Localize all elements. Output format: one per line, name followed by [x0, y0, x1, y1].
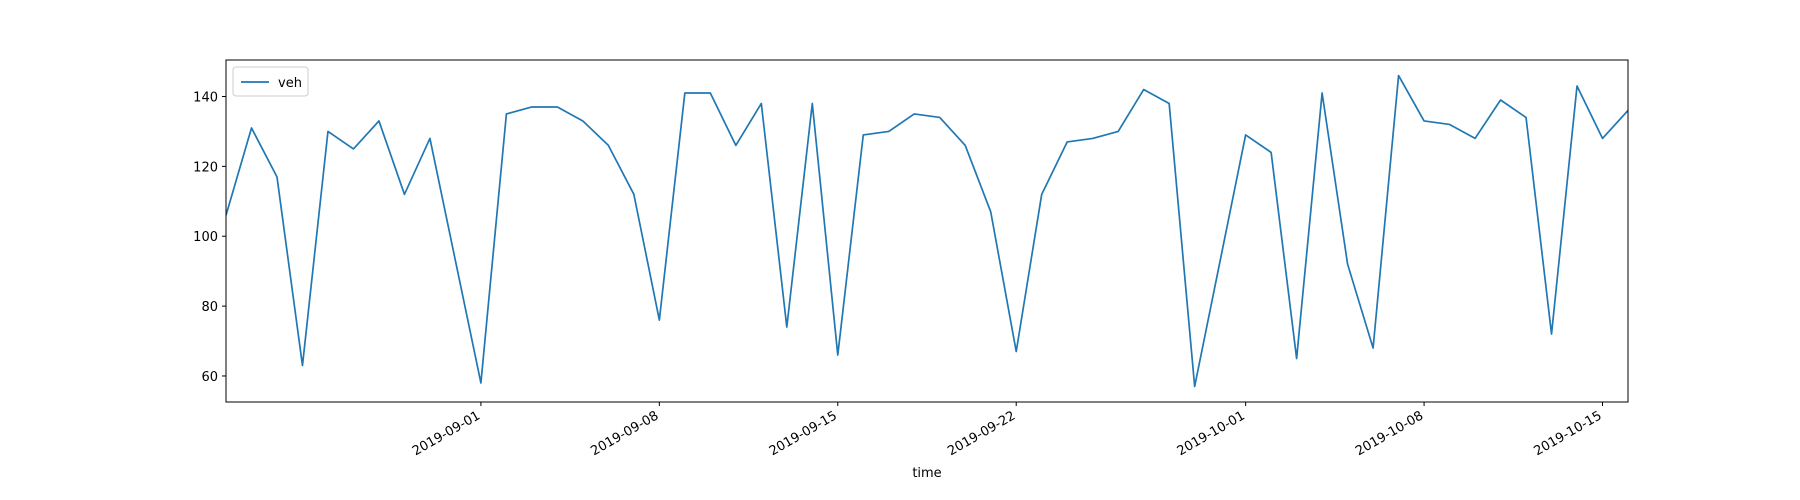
- y-tick-label: 80: [201, 300, 218, 315]
- y-tick-label: 60: [201, 370, 218, 385]
- x-axis-label: time: [912, 466, 941, 481]
- x-tick-label: 2019-09-22: [945, 408, 1018, 459]
- data-line: [226, 74, 1628, 388]
- x-tick-label: 2019-10-01: [1175, 408, 1248, 459]
- y-tick-label: 100: [193, 230, 218, 245]
- x-tick-label: 2019-10-15: [1532, 408, 1605, 459]
- x-tick-label: 2019-10-08: [1353, 408, 1426, 459]
- y-tick-label: 120: [193, 160, 218, 175]
- legend-label: veh: [278, 76, 302, 91]
- plot-frame: [225, 59, 1629, 403]
- legend-box: [232, 66, 309, 97]
- x-tick-label: 2019-09-01: [410, 408, 483, 459]
- x-tick-label: 2019-09-15: [767, 408, 840, 459]
- x-tick-label: 2019-09-08: [588, 408, 661, 459]
- y-tick-label: 140: [193, 91, 218, 106]
